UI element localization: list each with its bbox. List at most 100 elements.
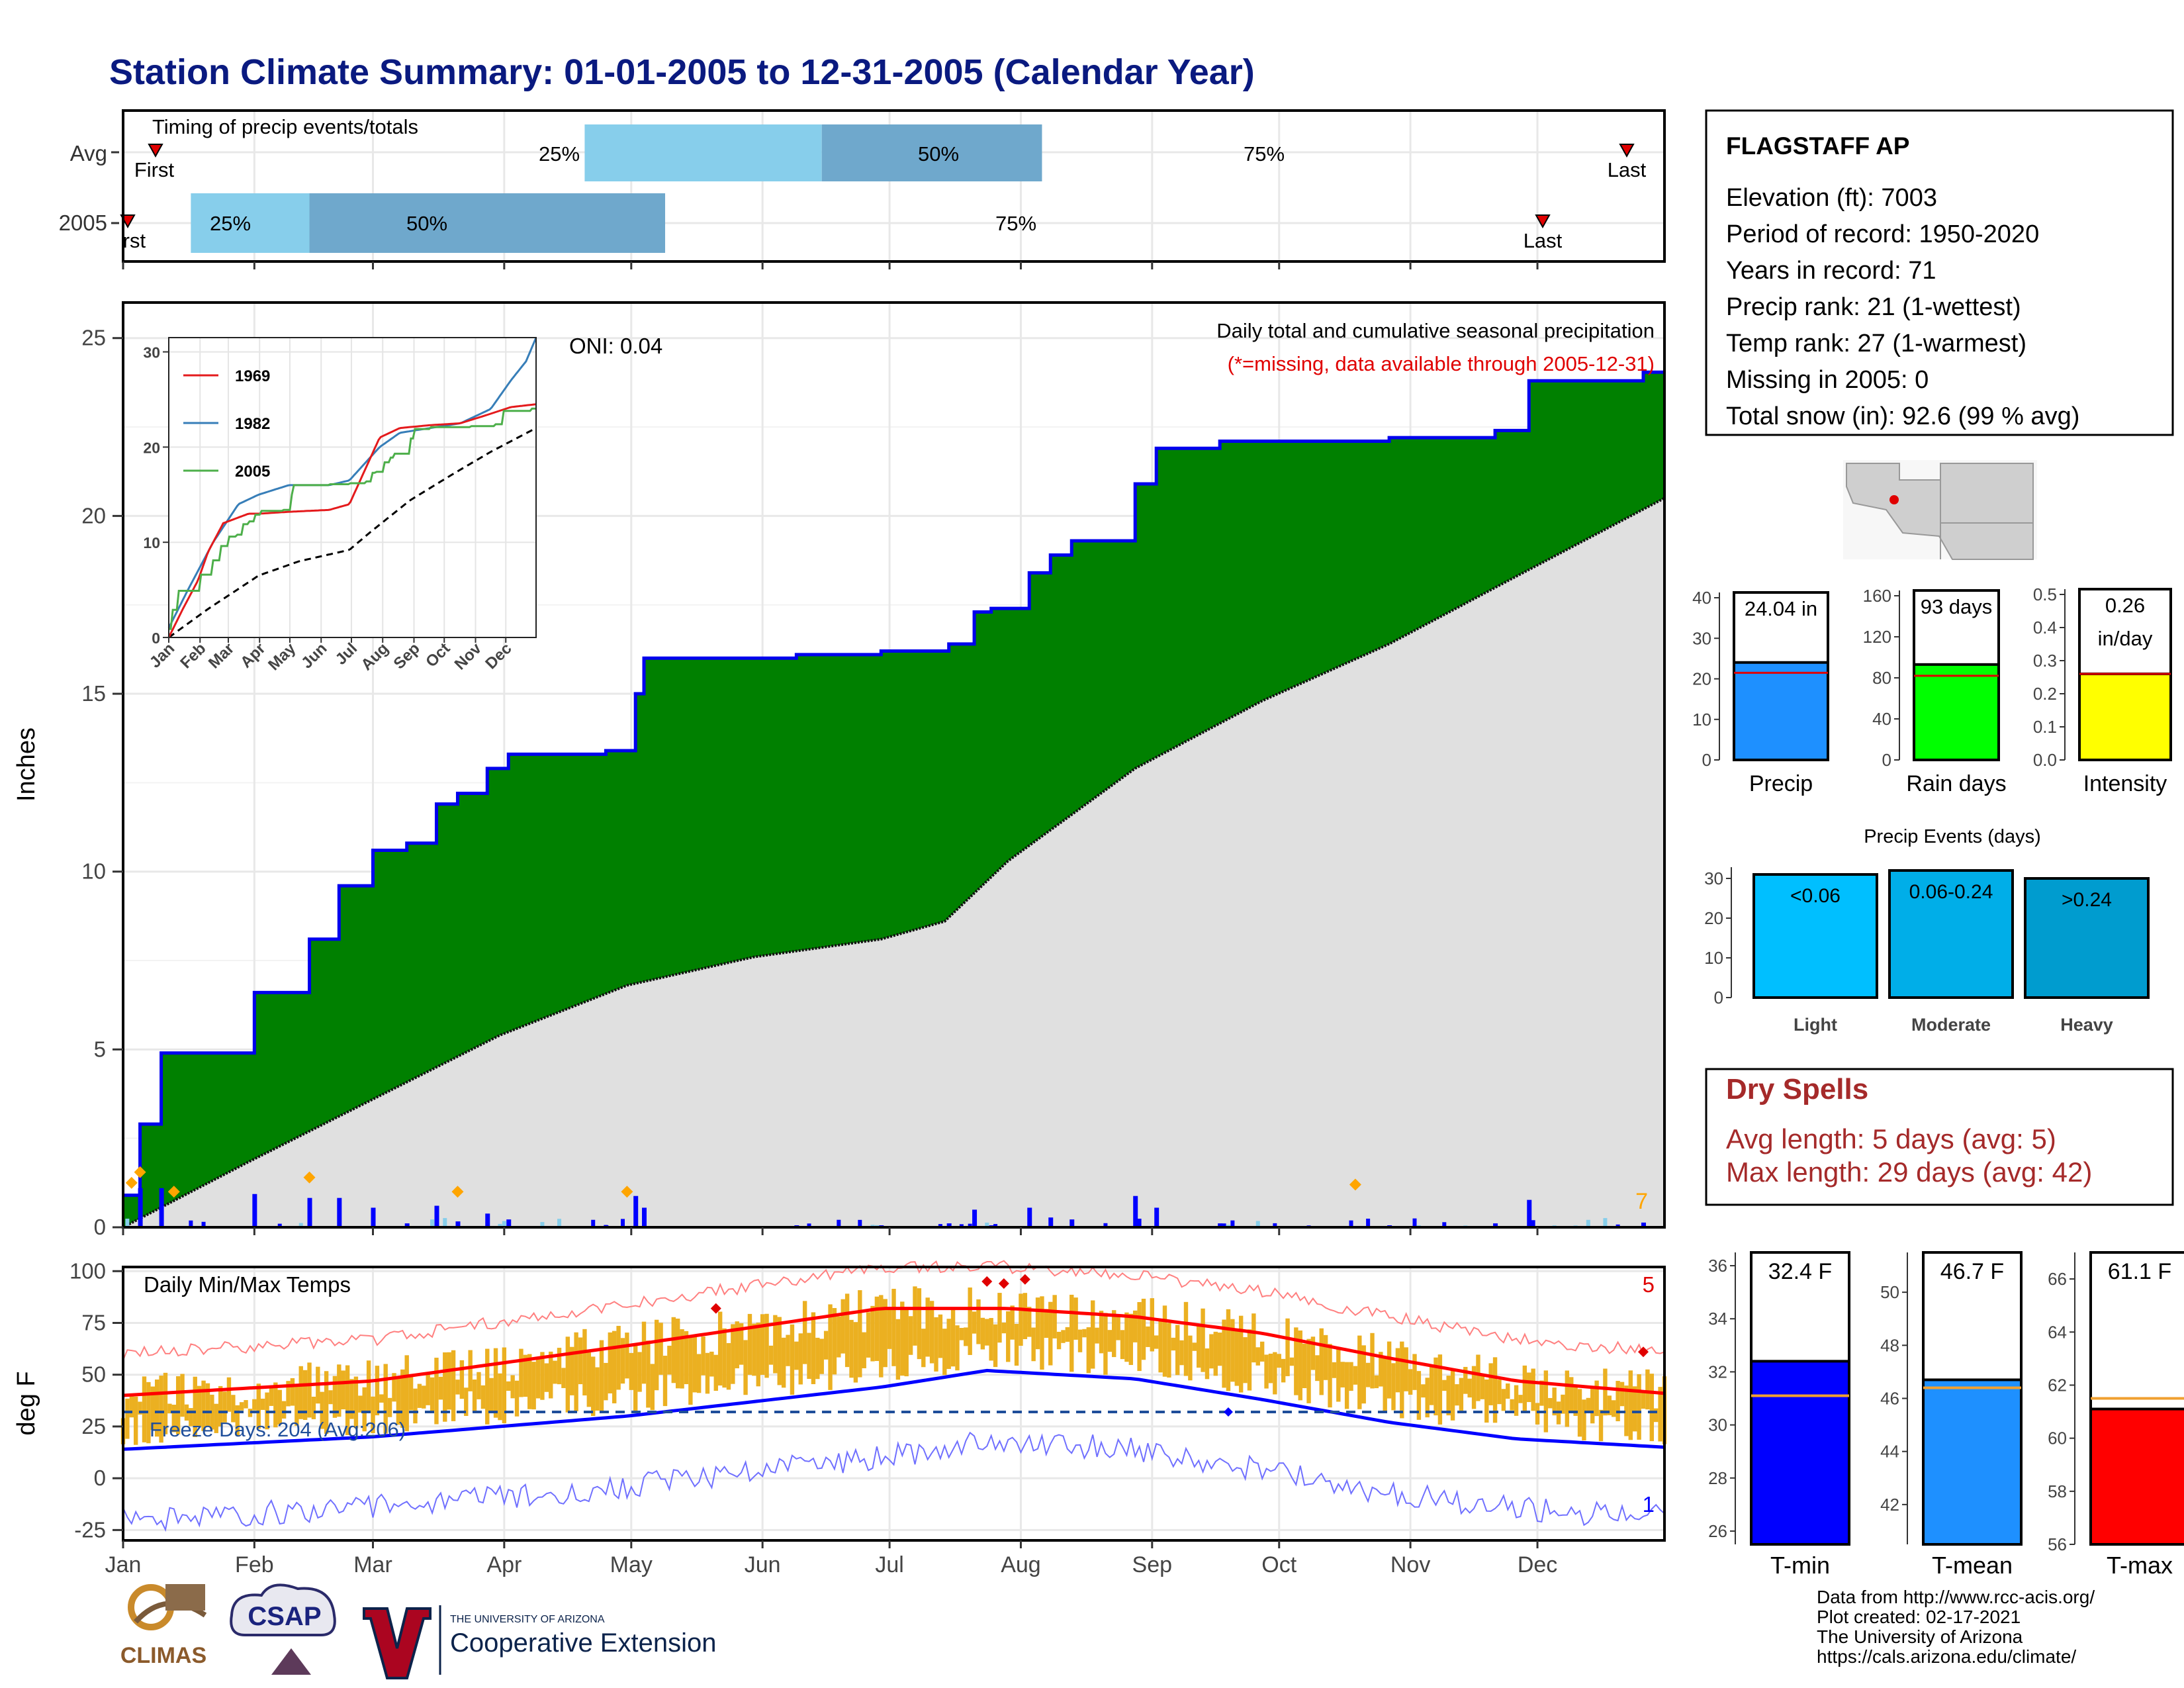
daily-temp-bar (1091, 1300, 1095, 1369)
daily-temp-bar (413, 1388, 418, 1424)
missing-data-note: (*=missing, data available through 2005-… (1228, 352, 1655, 375)
daily-temp-bar (993, 1324, 998, 1368)
inset-border (168, 337, 537, 638)
dry-spells-avg: Avg length: 5 days (avg: 5) (1726, 1123, 2056, 1154)
daily-temp-bar (1446, 1376, 1451, 1416)
daily-temp-bar (1141, 1298, 1146, 1360)
daily-temp-bar (1099, 1311, 1104, 1354)
temp-bar-t-max-label: T-max (2107, 1552, 2173, 1579)
temp-panel-border (122, 1266, 1666, 1542)
daily-temp-bar (1400, 1341, 1404, 1419)
daily-temp-bar (641, 1321, 647, 1384)
daily-temp-bar (557, 1348, 562, 1385)
daily-temp-bar (510, 1375, 515, 1399)
daily-temp-bar (768, 1345, 774, 1365)
daily-temp-bar (396, 1377, 401, 1425)
daily-temp-bar (1124, 1312, 1129, 1362)
daily-temp-bar (671, 1317, 676, 1383)
daily-temp-bar (790, 1324, 795, 1395)
climas-logo-text: CLIMAS (120, 1643, 206, 1668)
daily-temp-bar (387, 1397, 392, 1417)
daily-temp-bar (171, 1405, 176, 1432)
inset-bg (169, 338, 536, 637)
daily-precip-bar (1531, 1220, 1535, 1227)
record-min-line (122, 1431, 1665, 1532)
daily-temp-bar (777, 1317, 782, 1385)
inset-legend-label: 2005 (235, 463, 270, 481)
precip-panel-border (122, 301, 1666, 1229)
daily-temp-bar (1281, 1358, 1286, 1383)
daily-temp-bar (549, 1351, 553, 1399)
daily-temp-bar (858, 1290, 862, 1378)
csap-logo-mountain (271, 1648, 311, 1675)
climas-logo: CLIMAS (120, 1584, 207, 1668)
daily-temp-bar (900, 1301, 905, 1376)
rain-days-label: Rain days (1906, 771, 2006, 796)
intensity-tick-label: 0.1 (2033, 717, 2057, 737)
daily-temp-bar (726, 1342, 731, 1390)
daily-temp-bar (1120, 1330, 1125, 1360)
daily-precip-bar (1349, 1220, 1353, 1227)
event-category-label: Light (1794, 1015, 1837, 1035)
daily-temp-bar (252, 1399, 257, 1411)
daily-temp-bar (1374, 1375, 1379, 1389)
daily-temp-bar (295, 1385, 299, 1426)
daily-temp-bar (1353, 1366, 1358, 1385)
daily-temp-bar (1539, 1380, 1544, 1406)
daily-temp-bar (167, 1403, 172, 1414)
event-bar (1752, 873, 1878, 999)
daily-temp-bar (1128, 1313, 1134, 1366)
daily-temp-bar (811, 1312, 816, 1384)
daily-temp-bar (1137, 1302, 1142, 1372)
page-title: Station Climate Summary: 01-01-2005 to 1… (109, 52, 1255, 92)
daily-temp-bar (650, 1364, 655, 1411)
daily-temp-bar (786, 1335, 790, 1366)
daily-temp-bar (1171, 1337, 1175, 1351)
record-high-count: 5 (1643, 1272, 1655, 1297)
daily-temp-bar (1624, 1385, 1629, 1436)
timing-avg-last-label: Last (1608, 158, 1647, 181)
daily-temp-bar (1476, 1354, 1480, 1401)
daily-temp-bar (175, 1376, 181, 1434)
daily-temp-bar (1387, 1341, 1392, 1399)
daily-temp-bar (189, 1408, 193, 1427)
timing-2005-q1 (191, 193, 310, 253)
daily-temp-bar (506, 1381, 511, 1391)
timing-avg-first-label: First (134, 158, 175, 181)
daily-precip-bar (1255, 1221, 1260, 1227)
station-info-line: Total snow (in): 92.6 (99 % avg) (1726, 402, 2079, 430)
timing-2005-75: 75% (995, 212, 1036, 235)
daily-temp-bar (1506, 1383, 1510, 1399)
daily-precip-bar (1641, 1222, 1647, 1227)
daily-temp-bar (1332, 1362, 1337, 1378)
intensity-tick-label: 0.0 (2033, 750, 2057, 770)
daily-temp-bar (1065, 1327, 1070, 1342)
daily-temp-bar (1150, 1298, 1154, 1352)
daily-precip-bar (968, 1223, 972, 1227)
daily-temp-bar (129, 1394, 134, 1418)
daily-temp-bar (925, 1297, 930, 1357)
daily-temp-bar (1641, 1391, 1646, 1409)
precip-ylabel: Inches (13, 727, 40, 802)
temp-ytick-label: -25 (74, 1517, 106, 1542)
daily-temp-bar (802, 1301, 807, 1364)
state-map (1843, 460, 2037, 560)
daily-temp-bar (1577, 1389, 1582, 1437)
month-label: May (610, 1552, 653, 1577)
temp-bar-t-max-tick-label: 66 (2048, 1269, 2067, 1289)
daily-temp-bar (747, 1313, 752, 1375)
daily-temp-bar (1162, 1305, 1167, 1377)
daily-temp-bar (222, 1391, 227, 1423)
daily-temp-bar (1416, 1371, 1422, 1420)
daily-temp-bar (1455, 1384, 1459, 1406)
daily-temp-bar (980, 1317, 985, 1350)
daily-temp-bar (1467, 1378, 1472, 1398)
daily-temp-bar (544, 1363, 549, 1392)
daily-temp-bar (1492, 1357, 1498, 1423)
daily-temp-bar (531, 1362, 536, 1410)
daily-temp-bar (578, 1337, 583, 1385)
daily-temp-bar (1044, 1309, 1049, 1338)
daily-temp-bar (866, 1312, 871, 1358)
inset-ytick-label: 10 (143, 534, 160, 551)
daily-temp-bar (1488, 1363, 1493, 1405)
